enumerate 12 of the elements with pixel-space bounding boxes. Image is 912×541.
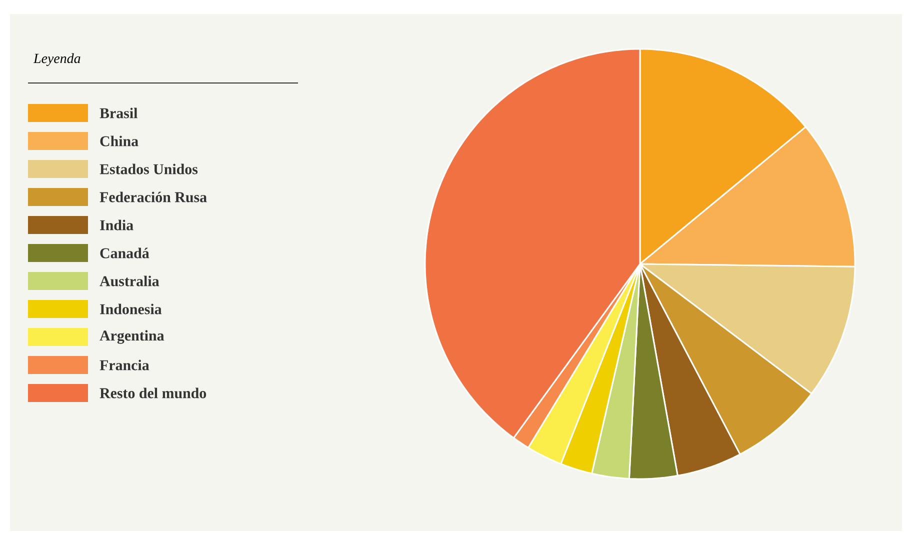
legend-label: Estados Unidos — [100, 164, 198, 174]
legend-label: Brasil — [100, 108, 138, 118]
legend-label: Francia — [100, 360, 150, 370]
legend-label: Federación Rusa — [100, 192, 207, 202]
legend-label: Canadá — [100, 248, 150, 258]
legend-label: Indonesia — [100, 304, 162, 314]
legend-label: India — [100, 220, 134, 230]
legend-title: Leyenda — [33, 53, 80, 66]
legend-label: Argentina — [100, 330, 164, 344]
legend-label: Resto del mundo — [100, 388, 206, 398]
legend-label: Australia — [100, 276, 160, 286]
legend-label: China — [100, 136, 138, 146]
